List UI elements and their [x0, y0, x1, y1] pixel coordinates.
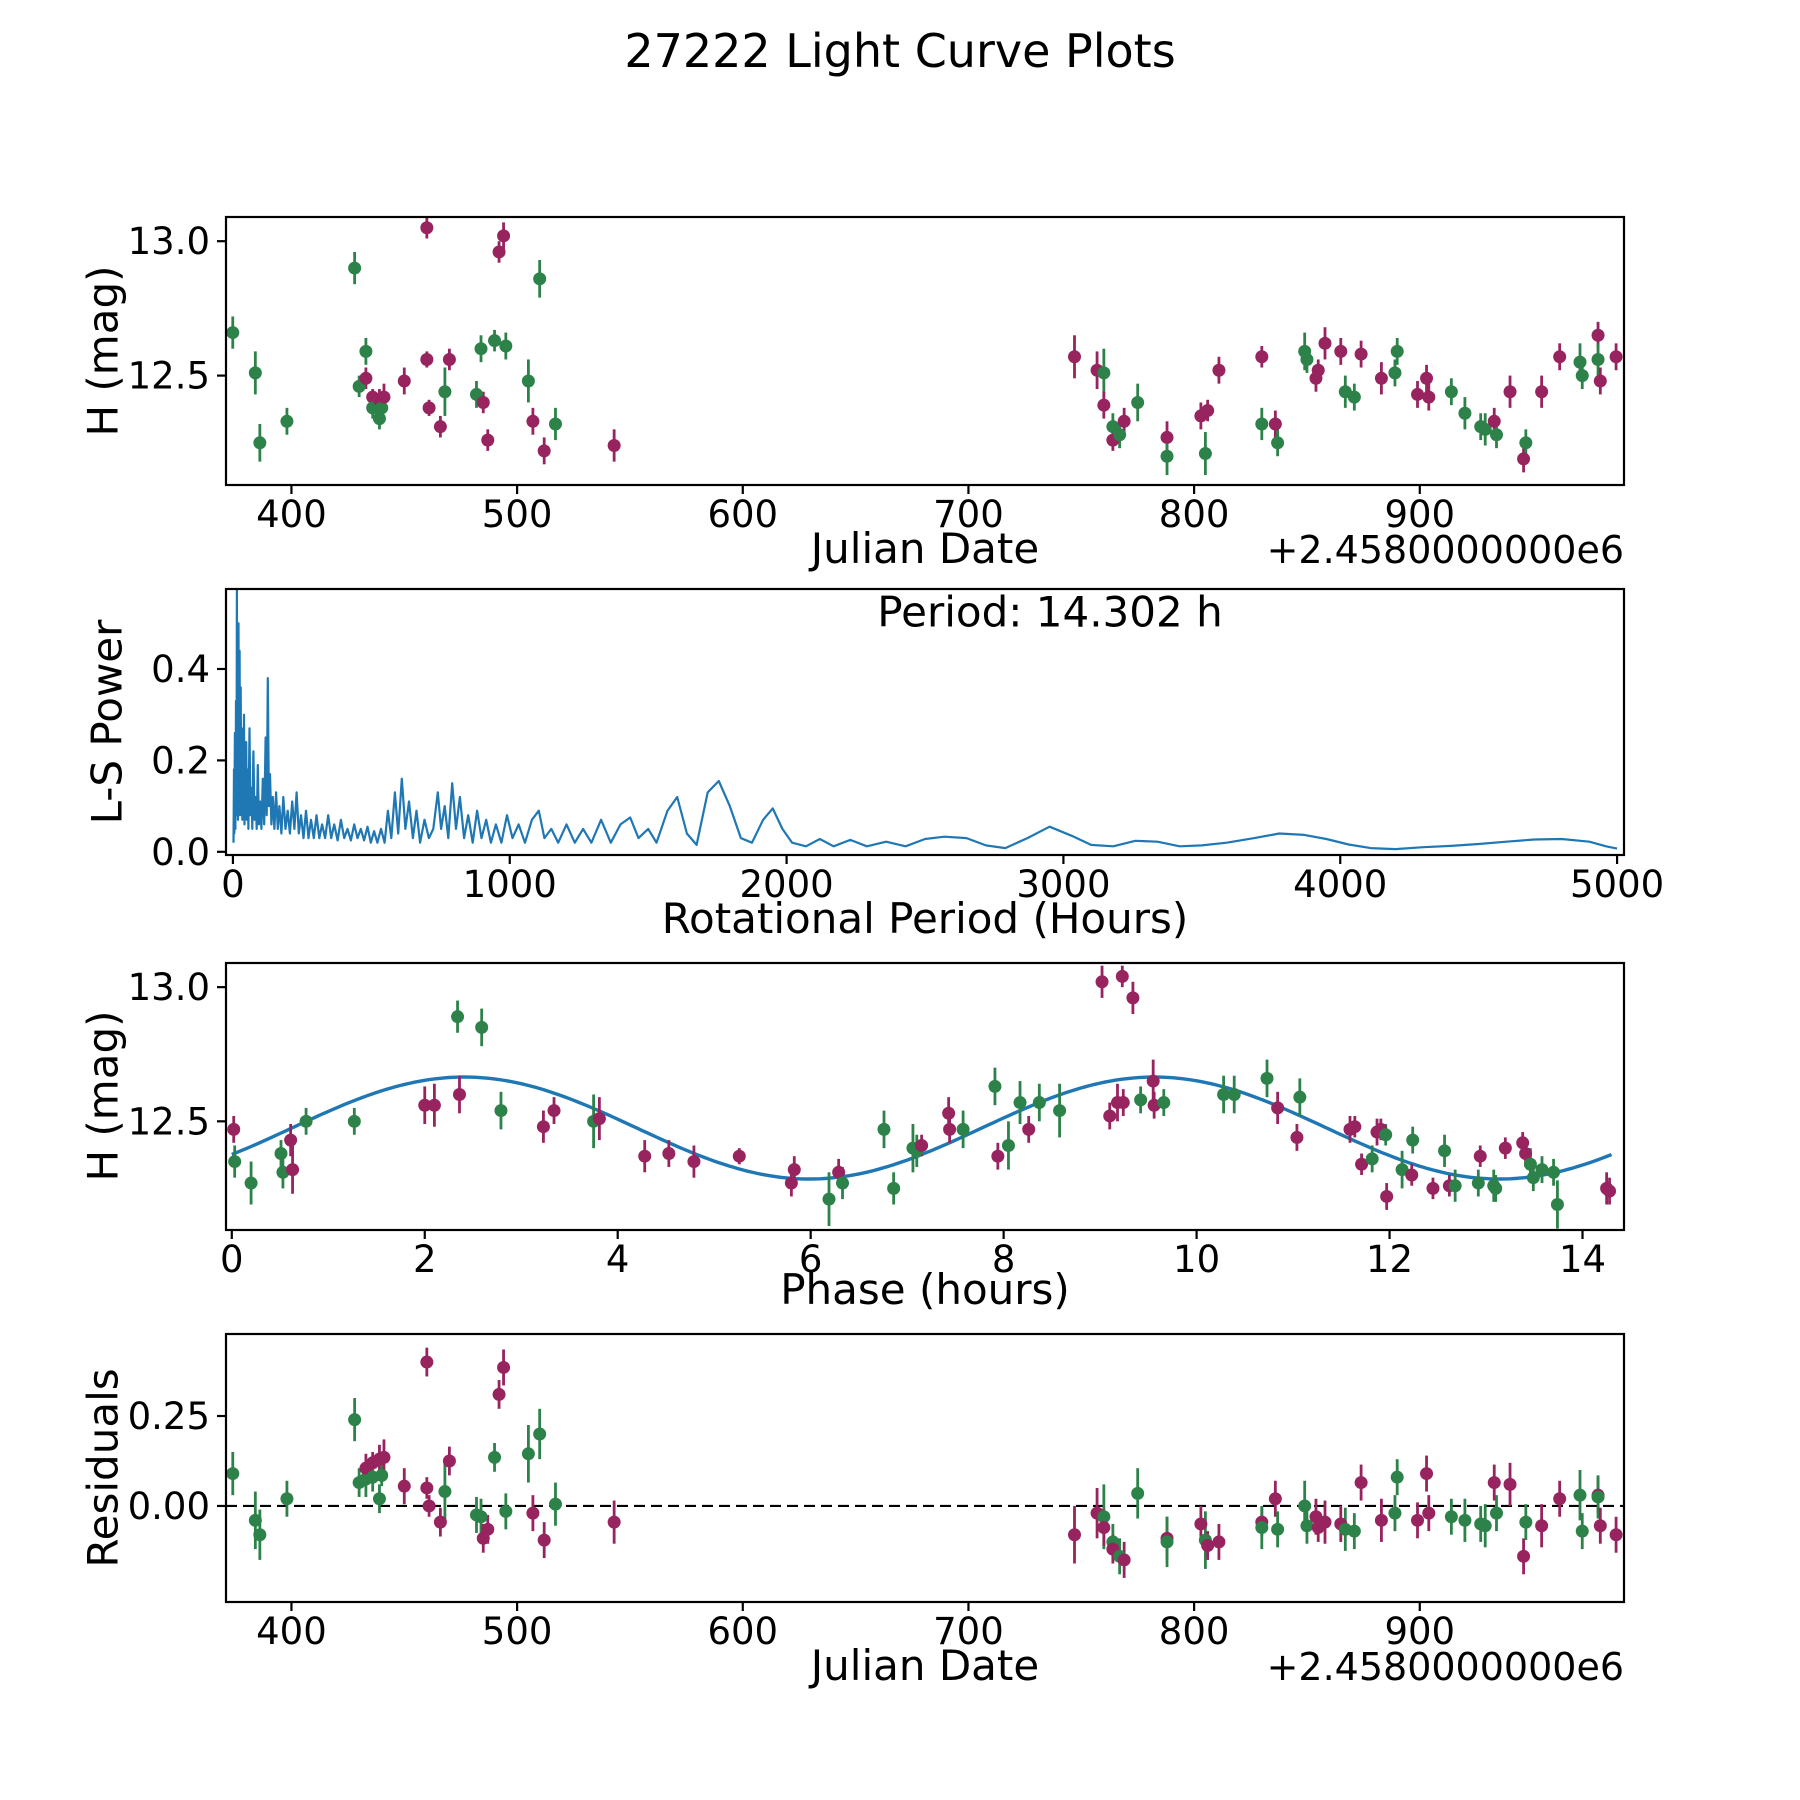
y-tick-label: 13.0 [128, 220, 210, 263]
x-tick-label: 4000 [1293, 863, 1387, 906]
x-tick-label: 700 [933, 493, 1004, 536]
periodogram-xlabel: Rotational Period (Hours) [661, 894, 1189, 943]
y-tick-label: 0.2 [151, 739, 210, 782]
x-tick-label: 0 [221, 863, 245, 906]
x-tick-label: 2 [413, 1238, 437, 1281]
x-tick-label: 400 [256, 1610, 327, 1653]
jd-plot-errorbars [231, 217, 1618, 476]
x-tick-label: 5000 [1570, 863, 1664, 906]
y-tick-label: 0.00 [128, 1485, 210, 1528]
residuals-plot-frame [224, 1332, 1626, 1604]
x-tick-label: 4 [606, 1238, 630, 1281]
x-tick-label: 800 [1159, 493, 1230, 536]
ls-power-curve [232, 589, 1618, 851]
x-tick-label: 2000 [739, 863, 833, 906]
x-tick-label: 3000 [1016, 863, 1110, 906]
residuals-axis-offset: +2.4580000000e6 [1266, 1645, 1624, 1689]
period-annotation: Period: 14.302 h [877, 587, 1223, 637]
phase-plot-errorbars [232, 965, 1611, 1229]
x-tick-label: 900 [1384, 1610, 1455, 1653]
x-tick-label: 12 [1366, 1238, 1413, 1281]
x-tick-label: 800 [1159, 1610, 1230, 1653]
phase-plot-frame [224, 961, 1626, 1232]
periodogram-plot-frame [224, 587, 1626, 857]
y-tick-label: 13.0 [128, 966, 210, 1009]
residuals-plot-points [226, 1355, 1623, 1567]
x-tick-label: 6 [799, 1238, 823, 1281]
jd-plot-ylabel: H (mag) [78, 265, 128, 437]
residuals-ylabel: Residuals [78, 1368, 128, 1568]
x-tick-label: 1000 [463, 863, 557, 906]
y-tick-label: 0.0 [151, 831, 210, 874]
residuals-plot: 400 500 600 700 800 900 0.00 0.25 [128, 1332, 1626, 1653]
x-tick-label: 0 [220, 1238, 244, 1281]
x-tick-label: 500 [482, 493, 553, 536]
jd-plot-axis-offset: +2.4580000000e6 [1266, 528, 1624, 572]
x-tick-label: 600 [707, 1610, 778, 1653]
residuals-xlabel: Julian Date [810, 1641, 1040, 1690]
jd-plot: 400 500 600 700 800 900 12.5 13.0 [128, 215, 1626, 536]
jd-plot-points [226, 221, 1623, 466]
x-tick-label: 500 [482, 1610, 553, 1653]
residuals-plot-errorbars [231, 1347, 1618, 1578]
y-tick-label: 12.5 [128, 355, 210, 398]
phase-plot-ylabel: H (mag) [78, 1010, 128, 1182]
jd-plot-xlabel: Julian Date [810, 524, 1040, 573]
x-tick-label: 14 [1559, 1238, 1606, 1281]
y-tick-label: 0.25 [128, 1395, 210, 1438]
phase-plot-xlabel: Phase (hours) [780, 1265, 1070, 1314]
jd-plot-frame [224, 215, 1626, 487]
x-tick-label: 700 [933, 1610, 1004, 1653]
x-tick-label: 10 [1173, 1238, 1220, 1281]
y-tick-label: 0.4 [151, 648, 210, 691]
x-tick-label: 900 [1384, 493, 1455, 536]
periodogram-ylabel: L-S Power [82, 619, 132, 825]
periodogram-plot: 0 1000 2000 3000 4000 5000 0.0 0.2 0.4 [151, 587, 1664, 906]
figure-title: 27222 Light Curve Plots [624, 24, 1176, 78]
x-tick-label: 600 [707, 493, 778, 536]
phase-plot-points [227, 969, 1617, 1212]
x-tick-label: 8 [992, 1238, 1016, 1281]
x-tick-label: 400 [256, 493, 327, 536]
y-tick-label: 12.5 [128, 1100, 210, 1143]
phase-plot: 0 2 4 6 8 10 12 14 12.5 13.0 [128, 961, 1626, 1281]
